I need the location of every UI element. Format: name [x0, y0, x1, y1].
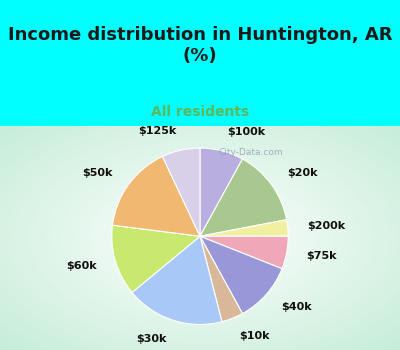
Text: $125k: $125k — [138, 126, 176, 136]
Wedge shape — [200, 220, 288, 236]
Text: All residents: All residents — [151, 105, 249, 119]
Wedge shape — [162, 148, 200, 236]
Wedge shape — [132, 236, 222, 324]
Wedge shape — [200, 159, 287, 236]
Wedge shape — [200, 236, 282, 314]
Text: $20k: $20k — [287, 168, 318, 178]
Wedge shape — [112, 225, 200, 293]
Wedge shape — [200, 148, 242, 236]
Text: $100k: $100k — [227, 127, 265, 137]
Text: $200k: $200k — [307, 221, 345, 231]
Text: $40k: $40k — [281, 302, 311, 313]
Wedge shape — [112, 156, 200, 236]
Text: City-Data.com: City-Data.com — [218, 148, 283, 157]
Text: $75k: $75k — [306, 251, 336, 261]
Wedge shape — [200, 236, 288, 269]
Text: $50k: $50k — [82, 168, 113, 178]
Text: $60k: $60k — [66, 261, 97, 271]
Text: $30k: $30k — [136, 334, 167, 344]
Text: Income distribution in Huntington, AR
(%): Income distribution in Huntington, AR (%… — [8, 26, 392, 65]
Text: $10k: $10k — [240, 331, 270, 341]
Wedge shape — [200, 236, 242, 322]
